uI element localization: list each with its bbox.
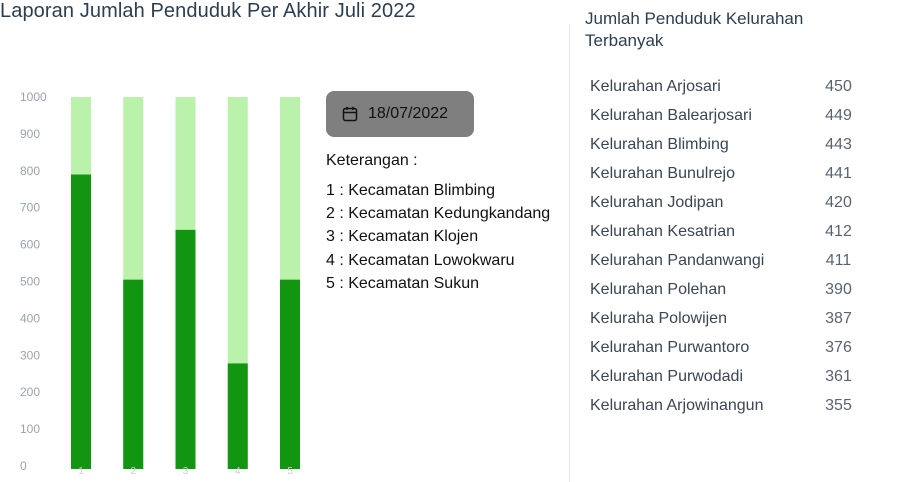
y-tick-label: 300 [20, 348, 40, 362]
ranking-title: Jumlah Penduduk Kelurahan Terbanyak [585, 9, 804, 50]
bar [71, 174, 91, 469]
kelurahan-value: 361 [825, 368, 852, 385]
bar [123, 279, 144, 469]
kelurahan-name: Kelurahan Arjosari [590, 78, 721, 95]
vertical-divider [569, 25, 570, 482]
legend-title: Keterangan : [326, 152, 418, 169]
kelurahan-value: 376 [825, 339, 852, 356]
calendar-icon [342, 106, 358, 122]
ranking-row: Kelurahan Polehan 390 [590, 281, 870, 310]
ranking-row: Kelurahan Pandanwangi 411 [590, 252, 870, 281]
kelurahan-value: 449 [825, 107, 852, 124]
kelurahan-name: Kelurahan Purwantoro [590, 339, 750, 356]
legend-item: 4 : Kecamatan Lowokwaru [326, 251, 515, 269]
page-title: Laporan Jumlah Penduduk Per Akhir Juli 2… [0, 0, 416, 22]
ranking-row: Kelurahan Purwodadi 361 [590, 368, 870, 397]
y-tick-label: 0 [20, 459, 27, 473]
legend-item: 5 : Kecamatan Sukun [326, 274, 479, 292]
x-tick-label: 5 [287, 466, 293, 477]
kelurahan-name: Kelurahan Blimbing [590, 136, 729, 153]
kelurahan-value: 450 [825, 78, 852, 95]
ranking-row: Kelurahan Bunulrejo 441 [590, 165, 870, 194]
kelurahan-name: Keluraha Polowijen [590, 310, 727, 327]
kelurahan-value: 411 [825, 252, 852, 269]
y-tick-label: 200 [20, 385, 40, 399]
ranking-row: Keluraha Polowijen 387 [590, 310, 870, 339]
ranking-row: Kelurahan Jodipan 420 [590, 194, 870, 223]
bar [280, 279, 300, 469]
y-tick-label: 500 [20, 275, 40, 289]
ranking-row: Kelurahan Balearjosari 449 [590, 107, 870, 136]
legend-item: 1 : Kecamatan Blimbing [326, 182, 495, 199]
legend-item: 3 : Kecamatan Klojen [326, 228, 479, 246]
y-tick-label: 1000 [20, 90, 47, 104]
bar [227, 363, 248, 469]
x-tick-label: 1 [78, 466, 84, 477]
legend-item: 2 : Kecamatan Kedungkandang [326, 205, 551, 223]
kelurahan-name: Kelurahan Polehan [590, 281, 727, 298]
ranking-row: Kelurahan Purwantoro 376 [590, 339, 870, 368]
ranking-row: Kelurahan Arjowinangun 355 [590, 397, 870, 426]
y-tick-label: 400 [20, 311, 40, 325]
kelurahan-value: 441 [825, 165, 852, 182]
ranking-row: Kelurahan Blimbing 443 [590, 136, 870, 165]
kelurahan-name: Kelurahan Balearjosari [590, 107, 752, 124]
kelurahan-name: Kelurahan Bunulrejo [590, 165, 735, 182]
y-tick-label: 800 [20, 164, 40, 178]
date-label: 18/07/2022 [368, 105, 449, 122]
kelurahan-name: Kelurahan Arjowinangun [590, 397, 764, 414]
x-tick-label: 3 [183, 466, 189, 477]
chart-legend: Keterangan : 1 : Kecamatan Blimbing 2 : … [326, 152, 550, 295]
kelurahan-value: 420 [825, 194, 852, 211]
y-tick-label: 100 [20, 422, 40, 436]
kelurahan-name: Kelurahan Jodipan [590, 194, 724, 211]
kelurahan-value: 443 [825, 136, 852, 153]
kelurahan-value: 412 [825, 223, 852, 240]
population-bar-chart: 0 100 200 300 400 500 600 700 800 900 1000 1 2 3 4 5 [20, 90, 300, 477]
x-tick-label: 4 [235, 466, 241, 477]
ranking-list: Kelurahan Arjosari 450 Kelurahan Balearjo… [590, 78, 870, 426]
kelurahan-name: Kelurahan Kesatrian [590, 223, 735, 240]
kelurahan-name: Kelurahan Pandanwangi [590, 252, 765, 269]
y-tick-label: 600 [20, 238, 40, 252]
kelurahan-value: 390 [825, 281, 852, 298]
ranking-row: Kelurahan Kesatrian 412 [590, 223, 870, 252]
ranking-row: Kelurahan Arjosari 450 [590, 78, 870, 107]
kelurahan-value: 355 [825, 397, 852, 414]
bar [175, 229, 196, 469]
kelurahan-value: 387 [825, 310, 852, 327]
y-tick-label: 900 [20, 127, 40, 141]
y-tick-label: 700 [20, 201, 40, 215]
x-tick-label: 2 [130, 466, 136, 477]
kelurahan-name: Kelurahan Purwodadi [590, 368, 743, 385]
date-picker-button[interactable]: 18/07/2022 [326, 91, 474, 137]
